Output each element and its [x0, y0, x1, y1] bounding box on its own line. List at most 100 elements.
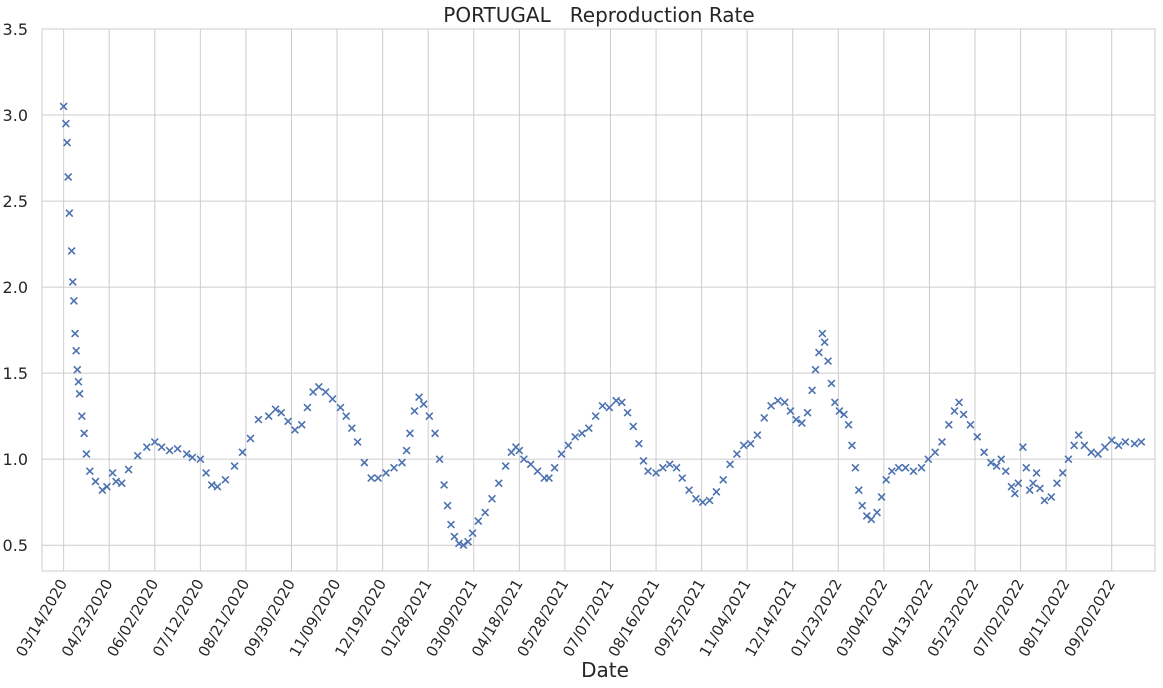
- data-point: [1053, 479, 1061, 488]
- data-point: [598, 401, 607, 410]
- data-point: [415, 393, 424, 402]
- data-point: [780, 398, 789, 407]
- data-point: [644, 467, 653, 476]
- y-tick-label: 3.5: [3, 20, 28, 39]
- data-point: [419, 400, 428, 409]
- data-point: [882, 475, 891, 484]
- data-points: [59, 102, 1146, 550]
- data-point: [207, 481, 216, 489]
- data-point: [336, 403, 345, 412]
- data-point: [501, 462, 510, 471]
- data-point: [894, 463, 903, 472]
- data-point: [75, 389, 84, 398]
- data-point: [63, 138, 72, 147]
- data-point: [909, 467, 918, 476]
- data-point: [612, 396, 621, 405]
- data-point: [133, 451, 142, 460]
- chart-title: PORTUGAL Reproduction Rate: [443, 3, 754, 27]
- data-point: [367, 474, 376, 483]
- data-point: [803, 408, 812, 417]
- data-point: [808, 386, 817, 395]
- y-tick-label: 2.5: [3, 192, 28, 211]
- data-point: [917, 463, 926, 472]
- data-point: [955, 398, 964, 407]
- data-point: [474, 517, 483, 526]
- data-point: [617, 398, 626, 407]
- data-point: [887, 467, 896, 476]
- data-point: [68, 277, 77, 286]
- data-point: [712, 487, 721, 496]
- data-point: [124, 465, 133, 474]
- data-point: [1080, 441, 1089, 450]
- data-point: [108, 468, 117, 477]
- data-point: [230, 462, 239, 471]
- data-point: [72, 346, 81, 355]
- data-point: [85, 467, 94, 476]
- data-point: [924, 455, 933, 464]
- data-point: [1040, 496, 1049, 505]
- data-point: [854, 486, 863, 495]
- data-point: [623, 408, 632, 417]
- data-point: [1100, 443, 1109, 452]
- data-point: [102, 482, 111, 491]
- data-point: [830, 398, 839, 407]
- data-point: [1070, 441, 1079, 450]
- data-point: [402, 446, 411, 455]
- data-point: [82, 450, 91, 458]
- data-point: [353, 437, 362, 446]
- data-point: [435, 455, 444, 464]
- data-point: [71, 329, 80, 338]
- data-point: [1014, 479, 1023, 488]
- data-point: [877, 493, 886, 501]
- data-point: [950, 407, 959, 415]
- data-point: [390, 463, 398, 472]
- data-point: [811, 365, 820, 374]
- data-point: [786, 407, 795, 415]
- data-point: [515, 446, 524, 455]
- data-point: [188, 453, 197, 462]
- data-point: [672, 463, 681, 472]
- data-point: [797, 419, 806, 427]
- data-point: [450, 532, 459, 541]
- plot-frame: [41, 28, 1156, 572]
- data-point: [464, 537, 473, 546]
- data-point: [973, 432, 982, 441]
- data-point: [753, 431, 762, 440]
- data-point: [814, 348, 823, 357]
- data-point: [1032, 468, 1041, 477]
- data-point: [360, 458, 369, 467]
- data-point: [264, 412, 273, 421]
- data-point: [851, 463, 860, 472]
- data-point: [59, 102, 68, 111]
- data-point: [67, 246, 76, 255]
- y-tick-label: 3.0: [3, 106, 28, 125]
- data-point: [557, 450, 566, 458]
- data-point: [80, 429, 89, 438]
- data-point: [165, 446, 174, 455]
- data-point: [844, 420, 853, 429]
- data-point: [1022, 463, 1031, 472]
- data-point: [297, 420, 306, 429]
- data-point: [254, 415, 263, 424]
- data-point: [959, 410, 968, 419]
- data-point: [157, 443, 166, 452]
- y-tick-label: 2.0: [3, 278, 28, 297]
- data-point: [77, 412, 86, 421]
- data-point: [678, 474, 687, 483]
- data-point: [1137, 437, 1146, 446]
- data-point: [1001, 467, 1010, 476]
- data-point: [374, 474, 383, 483]
- data-point: [61, 119, 70, 128]
- data-point: [1018, 443, 1027, 452]
- y-gridlines: [42, 28, 1155, 546]
- data-point: [150, 437, 159, 446]
- data-point: [739, 441, 748, 450]
- data-point: [719, 475, 728, 484]
- data-point: [112, 477, 121, 486]
- data-point: [726, 460, 735, 469]
- data-point: [634, 439, 643, 448]
- data-point: [867, 515, 876, 524]
- data-point: [1010, 489, 1019, 498]
- data-point: [454, 539, 463, 548]
- data-point: [488, 494, 496, 503]
